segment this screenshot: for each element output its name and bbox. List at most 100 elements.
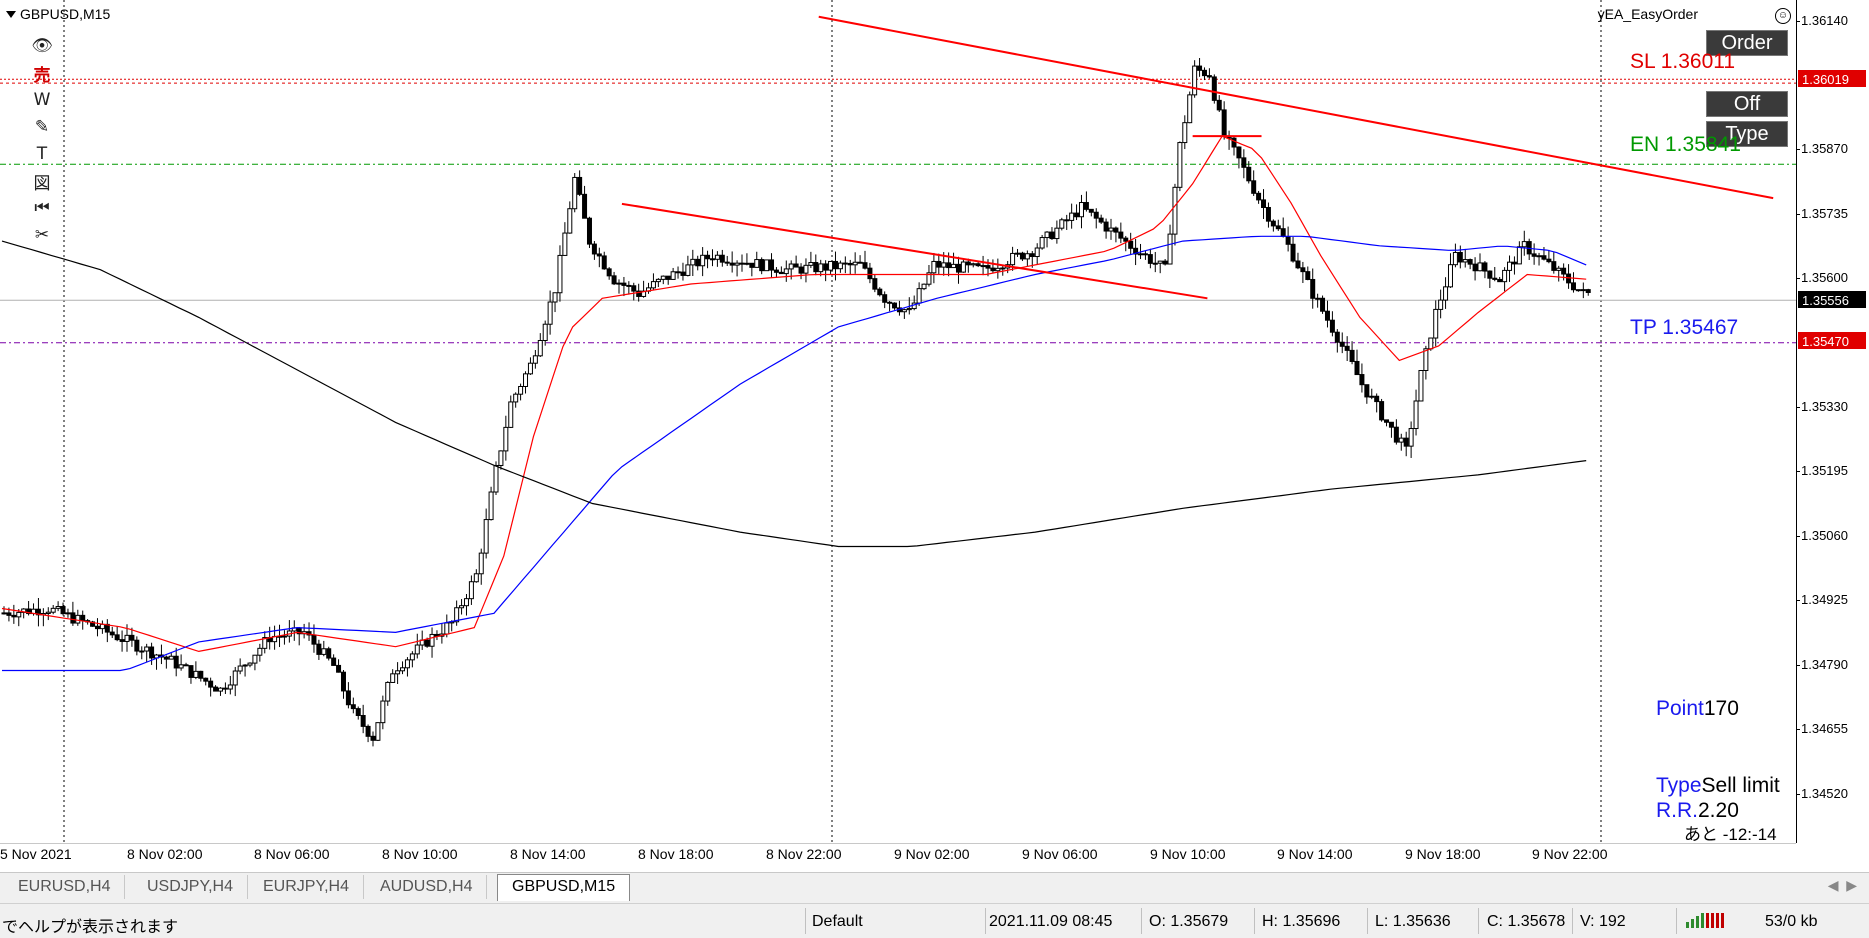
bear-candle — [60, 606, 66, 615]
bear-candle — [877, 288, 883, 296]
bear-candle — [709, 258, 715, 261]
bear-candle — [1497, 278, 1503, 283]
bear-candle — [213, 686, 219, 692]
off-button[interactable]: Off — [1706, 91, 1788, 117]
bull-candle — [818, 263, 824, 273]
bull-candle — [567, 208, 573, 234]
sell-icon[interactable]: 売 — [33, 65, 51, 86]
smiley-icon: ☺ — [1775, 8, 1791, 24]
bear-candle — [985, 265, 991, 269]
bear-candle — [1384, 419, 1390, 423]
chart-area[interactable]: GBPUSD,M15 👁 売 W ✎ T 図 ⏮ ✂ yEA_EasyOrder ☺ Orde… — [0, 0, 1796, 862]
price-tick: 1.35870 — [1796, 141, 1848, 157]
bear-candle — [365, 725, 371, 737]
bear-candle — [586, 217, 592, 245]
bear-candle — [1290, 243, 1296, 262]
bear-candle — [1561, 267, 1567, 275]
bull-candle — [1418, 369, 1424, 402]
bull-candle — [444, 622, 450, 635]
bear-candle — [1354, 360, 1360, 376]
bull-candle — [734, 262, 740, 266]
bear-candle — [35, 608, 41, 616]
bull-candle — [921, 283, 927, 290]
bear-candle — [946, 262, 952, 269]
bull-candle — [508, 401, 514, 428]
pencil-icon[interactable]: ✎ — [34, 117, 50, 137]
bull-candle — [1433, 308, 1439, 339]
scissors-icon[interactable]: ✂ — [34, 225, 50, 245]
bear-candle — [340, 671, 346, 692]
bear-candle — [222, 687, 228, 690]
price-tick: 1.36140 — [1796, 12, 1848, 28]
bear-candle — [773, 269, 779, 273]
bear-candle — [198, 670, 204, 679]
bull-candle — [1000, 267, 1006, 270]
bull-candle — [237, 665, 243, 672]
status-divider — [1254, 908, 1255, 934]
bear-candle — [1344, 345, 1350, 351]
bull-candle — [557, 254, 563, 294]
bear-candle — [1113, 227, 1119, 233]
time-label: 9 Nov 14:00 — [1277, 846, 1353, 862]
type-info: TypeSell limit — [1656, 774, 1780, 798]
chart-tab[interactable]: GBPUSD,M15 — [497, 874, 631, 901]
bear-candle — [1551, 261, 1557, 271]
bear-candle — [1083, 202, 1089, 210]
bear-candle — [1064, 219, 1070, 222]
type-button[interactable]: Type — [1706, 121, 1788, 147]
image-icon[interactable]: 図 — [33, 173, 51, 194]
bull-candle — [552, 292, 558, 303]
bull-candle — [473, 573, 479, 583]
bull-candle — [1516, 246, 1522, 265]
text-icon[interactable]: T — [36, 144, 48, 164]
bear-candle — [1197, 65, 1203, 71]
status-traffic: 53/0 kb — [1765, 913, 1818, 930]
bear-candle — [173, 655, 179, 669]
bear-candle — [1118, 231, 1124, 239]
chart-tab[interactable]: USDJPY,H4 — [133, 875, 248, 899]
bull-candle — [1536, 255, 1542, 258]
bear-candle — [1324, 310, 1330, 321]
point-info: Point170 — [1656, 697, 1739, 721]
bull-candle — [1152, 262, 1158, 265]
bear-candle — [1364, 384, 1370, 398]
bull-candle — [16, 611, 22, 618]
chart-tab[interactable]: EURJPY,H4 — [249, 875, 364, 899]
bear-candle — [867, 267, 873, 280]
bull-candle — [429, 633, 435, 647]
time-label: 5 Nov 2021 — [0, 846, 72, 862]
chart-tab[interactable]: AUDUSD,H4 — [366, 875, 488, 899]
w-icon[interactable]: W — [33, 90, 51, 110]
bear-candle — [1457, 251, 1463, 263]
order-button[interactable]: Order — [1706, 30, 1788, 56]
rewind-icon[interactable]: ⏮ — [34, 198, 50, 218]
price-axis[interactable]: 1.36140 1.35870 1.35735 1.35600 1.35330 1.351… — [1796, 0, 1869, 843]
bear-candle — [798, 266, 804, 274]
bear-candle — [621, 282, 627, 286]
status-profile: Default — [812, 913, 863, 930]
bear-candle — [724, 261, 730, 264]
eye-icon[interactable]: 👁 — [31, 36, 53, 56]
bear-candle — [759, 259, 765, 272]
bull-candle — [655, 278, 661, 283]
bull-candle — [488, 491, 494, 521]
bull-candle — [1556, 267, 1562, 271]
time-label: 9 Nov 02:00 — [894, 846, 970, 862]
bull-candle — [262, 637, 268, 649]
bear-candle — [134, 639, 140, 652]
bear-candle — [1123, 237, 1129, 242]
bear-candle — [719, 254, 725, 263]
bear-candle — [729, 262, 735, 266]
status-close: C: 1.35678 — [1487, 913, 1566, 930]
bull-candle — [1447, 264, 1453, 288]
chevron-down-icon[interactable] — [6, 10, 16, 18]
bull-candle — [1034, 247, 1040, 258]
tab-scroll-arrows[interactable]: ◀ ▶ — [1827, 877, 1857, 893]
bull-candle — [523, 373, 529, 387]
bear-candle — [749, 262, 755, 268]
chart-tab[interactable]: EURUSD,H4 — [4, 875, 126, 899]
bull-candle — [483, 519, 489, 554]
bear-candle — [119, 639, 125, 642]
price-chart[interactable] — [0, 0, 1796, 843]
bull-candle — [1039, 237, 1045, 249]
